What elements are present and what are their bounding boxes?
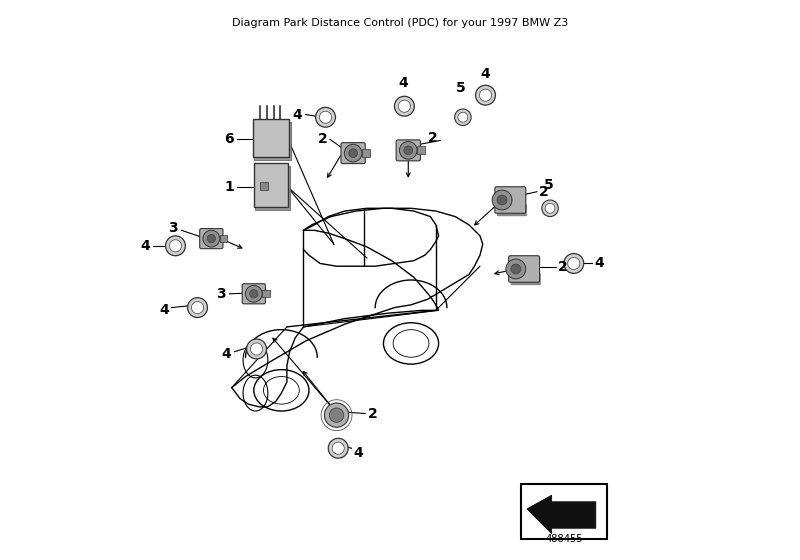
Text: 5: 5 bbox=[544, 178, 554, 192]
FancyBboxPatch shape bbox=[254, 163, 288, 207]
Circle shape bbox=[511, 264, 521, 274]
Text: 4: 4 bbox=[595, 256, 605, 270]
Circle shape bbox=[458, 113, 468, 122]
Circle shape bbox=[479, 89, 491, 101]
FancyBboxPatch shape bbox=[254, 122, 290, 160]
FancyBboxPatch shape bbox=[242, 284, 266, 304]
Text: 6: 6 bbox=[224, 132, 234, 146]
Circle shape bbox=[246, 286, 262, 302]
Circle shape bbox=[475, 85, 495, 105]
Text: 1: 1 bbox=[224, 180, 234, 194]
FancyBboxPatch shape bbox=[341, 143, 366, 164]
Text: 4: 4 bbox=[140, 239, 150, 253]
FancyBboxPatch shape bbox=[417, 147, 425, 154]
Circle shape bbox=[191, 301, 204, 314]
Circle shape bbox=[568, 258, 580, 269]
Text: 2: 2 bbox=[558, 260, 568, 274]
Circle shape bbox=[492, 190, 512, 210]
Circle shape bbox=[497, 195, 507, 205]
Text: 5: 5 bbox=[456, 81, 466, 95]
Circle shape bbox=[344, 144, 362, 162]
Text: 3: 3 bbox=[168, 221, 178, 235]
Circle shape bbox=[325, 403, 349, 427]
Bar bbox=[522, 484, 607, 539]
Text: 2: 2 bbox=[428, 130, 438, 144]
Circle shape bbox=[564, 254, 584, 273]
Text: 4: 4 bbox=[159, 303, 169, 317]
FancyBboxPatch shape bbox=[253, 119, 289, 157]
Text: 2: 2 bbox=[538, 185, 548, 199]
Circle shape bbox=[394, 96, 414, 116]
FancyBboxPatch shape bbox=[396, 140, 421, 161]
FancyBboxPatch shape bbox=[255, 166, 290, 210]
Circle shape bbox=[330, 408, 344, 422]
FancyBboxPatch shape bbox=[220, 235, 227, 242]
Circle shape bbox=[170, 240, 182, 252]
Circle shape bbox=[246, 339, 266, 359]
Circle shape bbox=[319, 111, 331, 123]
Circle shape bbox=[332, 442, 344, 454]
Circle shape bbox=[399, 142, 417, 159]
Text: 3: 3 bbox=[216, 287, 226, 301]
Circle shape bbox=[349, 149, 358, 157]
Circle shape bbox=[203, 230, 220, 247]
Circle shape bbox=[545, 203, 555, 213]
Circle shape bbox=[328, 438, 348, 458]
Text: 4: 4 bbox=[398, 76, 408, 90]
Text: 4: 4 bbox=[353, 446, 363, 460]
Polygon shape bbox=[527, 495, 596, 534]
FancyBboxPatch shape bbox=[497, 204, 527, 216]
FancyBboxPatch shape bbox=[260, 182, 267, 189]
Text: Diagram Park Distance Control (PDC) for your 1997 BMW Z3: Diagram Park Distance Control (PDC) for … bbox=[232, 18, 568, 28]
Circle shape bbox=[250, 343, 262, 355]
Text: 2: 2 bbox=[318, 132, 328, 146]
FancyBboxPatch shape bbox=[511, 273, 541, 285]
Circle shape bbox=[250, 290, 258, 298]
Circle shape bbox=[166, 236, 186, 256]
FancyBboxPatch shape bbox=[509, 256, 539, 282]
Text: 4: 4 bbox=[481, 67, 490, 81]
Circle shape bbox=[188, 298, 207, 318]
Circle shape bbox=[542, 200, 558, 217]
FancyBboxPatch shape bbox=[362, 150, 370, 157]
Text: 2: 2 bbox=[367, 407, 378, 421]
Text: 4: 4 bbox=[292, 108, 302, 122]
FancyBboxPatch shape bbox=[200, 228, 223, 249]
Circle shape bbox=[454, 109, 471, 125]
FancyBboxPatch shape bbox=[495, 187, 526, 213]
Circle shape bbox=[398, 100, 410, 113]
FancyBboxPatch shape bbox=[262, 290, 270, 297]
Circle shape bbox=[315, 108, 335, 127]
Text: 488455: 488455 bbox=[546, 534, 583, 544]
Circle shape bbox=[506, 259, 526, 279]
Text: 4: 4 bbox=[222, 347, 231, 361]
Circle shape bbox=[404, 146, 413, 155]
Circle shape bbox=[207, 235, 215, 243]
